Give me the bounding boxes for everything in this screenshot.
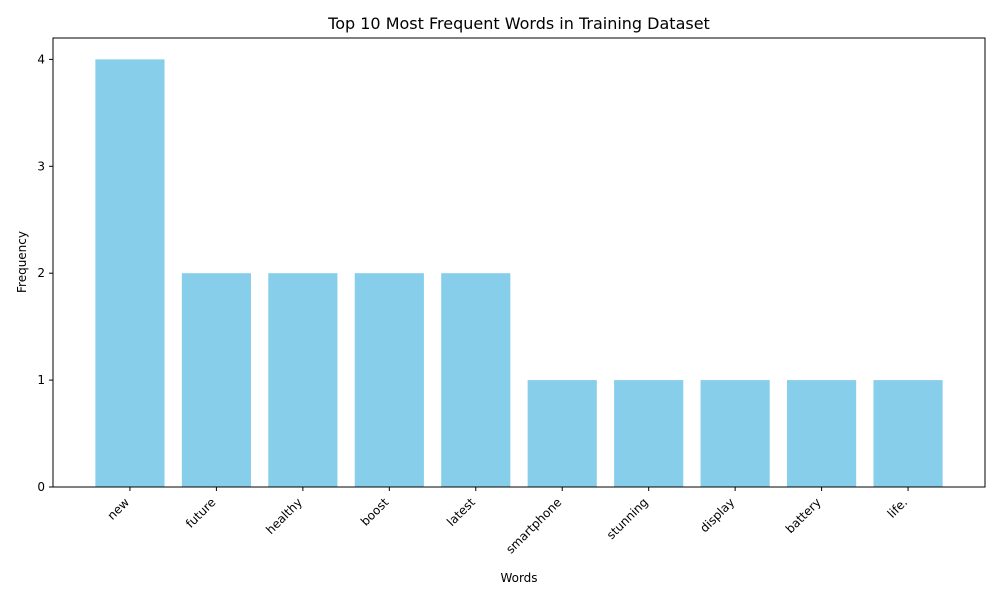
y-tick-label: 0 <box>37 480 45 494</box>
plot-frame <box>52 37 986 488</box>
bar-display <box>700 380 770 487</box>
y-tick-label: 3 <box>37 159 45 173</box>
y-tick-label: 4 <box>37 52 45 66</box>
bar-life <box>873 380 943 487</box>
bar-future <box>181 273 251 487</box>
bar-smartphone <box>527 380 597 487</box>
y-tick-label: 1 <box>37 373 45 387</box>
bar-latest <box>441 273 511 487</box>
x-axis-label: Words <box>500 571 537 585</box>
bar-battery <box>787 380 857 487</box>
bars-layer <box>95 59 943 487</box>
y-tick-label: 2 <box>37 266 45 280</box>
bar-boost <box>354 273 424 487</box>
bar-healthy <box>268 273 338 487</box>
bar-stunning <box>614 380 684 487</box>
bar-new <box>95 59 165 487</box>
y-axis-label: Frequency <box>15 231 29 293</box>
y-axis-ticks: 0 1 2 3 4 <box>37 52 53 494</box>
chart-title: Top 10 Most Frequent Words in Training D… <box>327 14 710 33</box>
